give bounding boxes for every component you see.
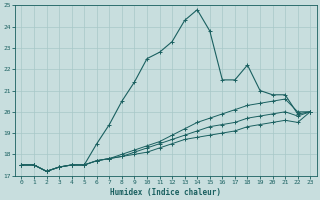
X-axis label: Humidex (Indice chaleur): Humidex (Indice chaleur) — [110, 188, 221, 197]
